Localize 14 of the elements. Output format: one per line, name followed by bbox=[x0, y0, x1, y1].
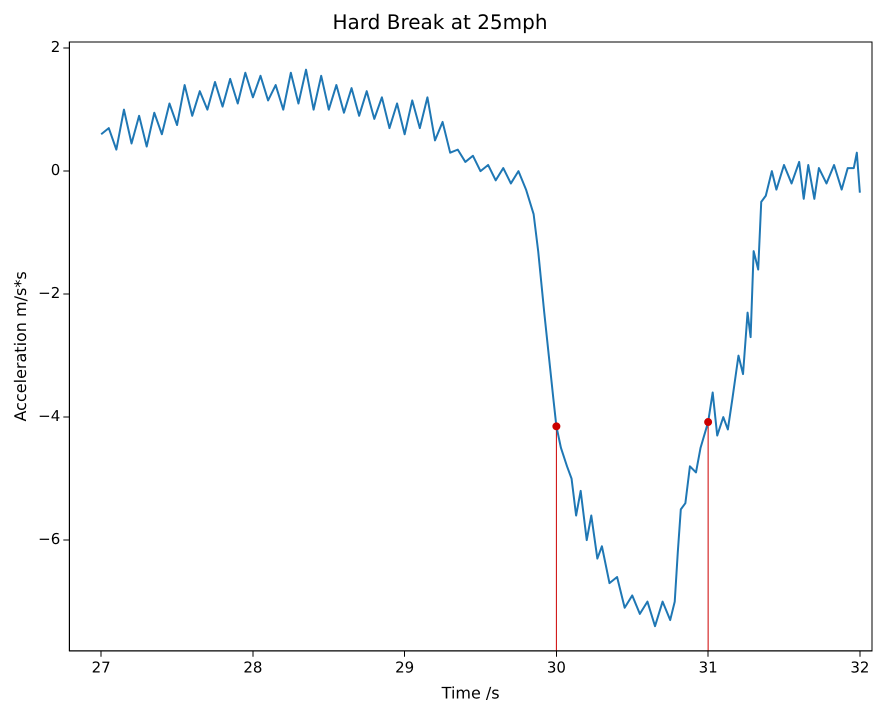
y-tick-label: 0 bbox=[50, 161, 60, 180]
x-tick-label: 28 bbox=[243, 658, 262, 677]
x-tick-label: 30 bbox=[546, 658, 566, 677]
x-tick-label: 29 bbox=[395, 658, 414, 677]
x-tick-label: 27 bbox=[92, 658, 111, 677]
y-tick-label: 2 bbox=[50, 38, 60, 56]
y-tick-label: −6 bbox=[38, 530, 60, 548]
x-tick-label: 31 bbox=[698, 658, 718, 677]
y-tick-label: −2 bbox=[38, 284, 60, 302]
x-axis-title: Time /s bbox=[440, 684, 500, 703]
y-tick-label: −4 bbox=[38, 407, 60, 426]
y-axis-title: Acceleration m/s*s bbox=[10, 271, 30, 422]
x-tick-label: 32 bbox=[850, 658, 870, 677]
chart-title: Hard Break at 25mph bbox=[332, 10, 548, 34]
